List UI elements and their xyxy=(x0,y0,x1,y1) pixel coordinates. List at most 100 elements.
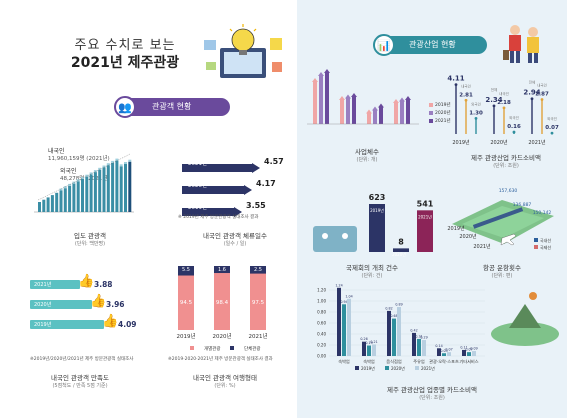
thumb-bar xyxy=(30,280,80,289)
meeting-icon-person xyxy=(342,233,348,239)
sector-value: 0.07 xyxy=(445,348,452,352)
card-value: 2.18 xyxy=(497,100,511,106)
sector-bar xyxy=(417,338,421,356)
page-title-line2: 2021년 제주관광 xyxy=(70,55,180,71)
arrow-head xyxy=(372,106,378,111)
page-title-line1: 주요 수치로 보는 xyxy=(74,38,176,53)
card-series-label: 외국인 xyxy=(547,116,557,121)
foreign-bar xyxy=(128,159,132,162)
sector-value: 0.19 xyxy=(365,341,372,345)
visitor-section-label: 관광객 현황 xyxy=(152,102,192,111)
sector-value: 0.21 xyxy=(370,340,377,344)
visitor-bar xyxy=(38,202,41,212)
trend-line xyxy=(37,153,131,201)
visitor-bar xyxy=(115,160,119,212)
sector-bar xyxy=(467,352,471,356)
travel-type-subcaption: (단위: %) xyxy=(214,383,236,389)
foreign-bar xyxy=(111,160,115,163)
legend-label: 단체관광 xyxy=(244,345,261,352)
meeting-caption: 국제회의 개최 건수 xyxy=(346,264,398,272)
visitor-bar xyxy=(68,185,72,212)
sector-value: 1.24 xyxy=(335,283,342,287)
sector-bar xyxy=(442,353,446,356)
visitor-bar xyxy=(106,165,110,212)
thumb-year: 2020년 xyxy=(34,302,52,308)
group-bar-bottom xyxy=(250,266,266,330)
arrow-head xyxy=(345,94,351,99)
visitor-bar xyxy=(55,192,59,212)
legend-label: 개별관광 xyxy=(204,345,221,352)
business-legend-item: 2020년 xyxy=(429,110,451,116)
satisfaction-caption: 내국인 관광객 만족도 xyxy=(51,374,109,382)
card-dot xyxy=(474,117,478,120)
sector-bar xyxy=(472,351,476,356)
sector-value: 0.05 xyxy=(440,349,447,353)
travelers-illustration xyxy=(503,25,539,63)
card-series-label: 전체 xyxy=(491,87,497,92)
thumbs-up-icon: 👍 xyxy=(90,294,107,309)
sector-value: 0.07 xyxy=(465,348,472,352)
card-dot xyxy=(550,131,554,135)
y-tick: 0.20 xyxy=(317,343,326,348)
visitor-bar xyxy=(81,179,84,212)
arrow-head xyxy=(399,97,405,102)
legend-label: 2021년 xyxy=(435,119,451,124)
thumb-year: 2019년 xyxy=(34,322,52,328)
legend-label: 국내선 xyxy=(540,237,551,243)
arrow-head xyxy=(318,72,324,76)
thumb-value: 4.09 xyxy=(118,320,137,329)
foreign-label: 외국인 xyxy=(60,168,77,175)
island-illustration xyxy=(491,322,559,346)
meeting-subcaption: (단위: 건) xyxy=(361,273,383,279)
thumb-value: 3.96 xyxy=(106,300,125,309)
card-dot xyxy=(454,83,458,87)
visitor-bar-chart xyxy=(34,153,134,213)
sector-bar xyxy=(337,287,341,356)
card-dot xyxy=(492,104,496,108)
business-count-chart xyxy=(307,69,419,125)
group-bottom-value: 98.4 xyxy=(216,300,229,306)
business-bar xyxy=(352,97,356,124)
sector-value: 0.42 xyxy=(410,328,417,332)
card-value: 2.34 xyxy=(485,96,502,104)
foreign-bar xyxy=(115,158,119,161)
legend-label: 2019년 xyxy=(361,365,375,371)
stay-subcaption: (일수 / 일) xyxy=(223,241,247,247)
visitor-bar xyxy=(128,161,132,212)
business-bar xyxy=(394,103,398,124)
flight-year: 2020년 xyxy=(459,233,477,240)
sector-bar xyxy=(437,348,441,356)
card-year: 2020년 xyxy=(490,139,508,146)
meeting-value: 623 xyxy=(369,193,386,202)
visitor-bar xyxy=(111,162,115,212)
card-value: 0.16 xyxy=(507,124,521,130)
card-dot xyxy=(530,97,534,101)
sector-bar xyxy=(462,349,466,356)
card-caption: 제주 관광산업 카드소비액 xyxy=(471,154,541,162)
stay-arrow xyxy=(182,158,260,173)
stay-value: 4.17 xyxy=(256,179,276,188)
meeting-year: 2019년 xyxy=(370,207,384,213)
sector-category: 음식점업 xyxy=(386,358,402,365)
business-legend-item: 2019년 xyxy=(429,102,451,108)
group-note: ※2019·2020·2021년 제주 방문관광객 실태조사 결과 xyxy=(168,357,273,362)
y-tick: 0.60 xyxy=(317,321,326,326)
foreign-bar xyxy=(68,183,72,186)
stay-arrow xyxy=(182,180,252,195)
flight-value: 157,630 xyxy=(499,188,518,194)
business-legend: 2019년 2020년 2021년 xyxy=(429,102,451,126)
group-top-value: 5.5 xyxy=(182,267,190,273)
legend-label: 국제선 xyxy=(540,244,551,250)
group-year: 2020년 xyxy=(212,332,231,340)
travel-type-caption: 내국인 관광객 여행형태 xyxy=(193,374,257,382)
meeting-chart: 623 2019년 8 541 2021년 2020년 xyxy=(313,193,434,257)
sector-category: 관광·오락·스포츠 xyxy=(429,358,459,365)
meeting-year: 2021년 xyxy=(418,213,432,219)
thumb-bar xyxy=(30,320,104,329)
sector-bar xyxy=(412,332,416,356)
visitor-bar xyxy=(98,169,102,212)
stay-value: 3.55 xyxy=(246,201,266,210)
legend-swatch xyxy=(230,346,234,350)
foreign-bar xyxy=(124,162,127,164)
sector-value: 1.04 xyxy=(345,294,352,298)
